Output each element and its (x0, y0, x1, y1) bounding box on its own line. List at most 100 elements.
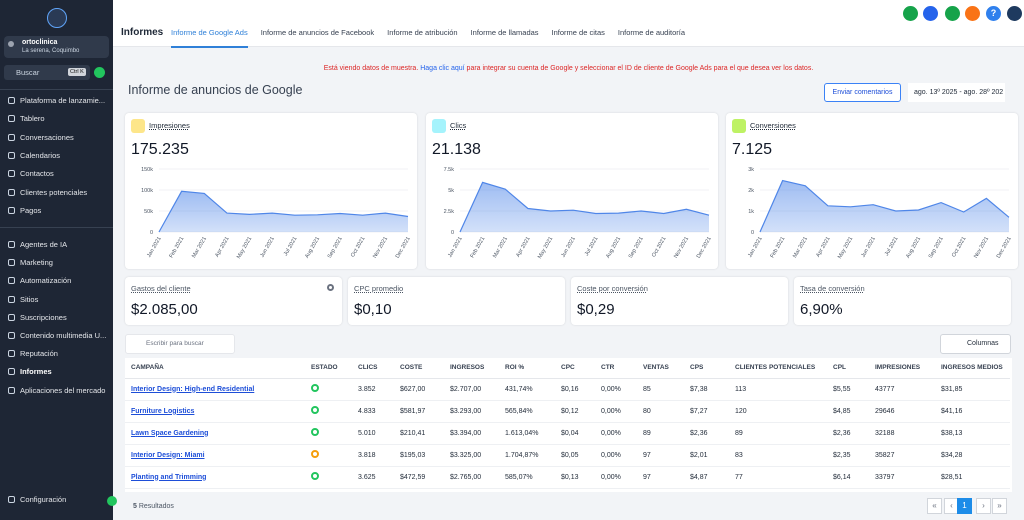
page-button[interactable]: » (992, 498, 1007, 514)
campaign-link[interactable]: Lawn Space Gardening (131, 429, 209, 437)
nav-icon (8, 241, 15, 248)
column-header[interactable]: CLIENTES POTENCIALES (729, 358, 827, 379)
column-header[interactable]: CLICS (352, 358, 394, 379)
stat-value: $2.085,00 (131, 301, 198, 318)
cell: 33797 (869, 466, 935, 489)
campaign-table: CAMPAÑA ESTADO CLICS COSTE INGRESOS ROI % CPC C… (125, 358, 1010, 489)
nav-item[interactable]: Agentes de IA (8, 240, 67, 249)
column-header[interactable]: INGRESOS MEDIOS (935, 358, 1010, 379)
x-tick-label: May 2021 (236, 236, 253, 260)
campaign-link[interactable]: Interior Design: Miami (131, 451, 205, 459)
x-tick-label: Apr 2021 (214, 236, 230, 258)
column-header[interactable]: ESTADO (305, 358, 352, 379)
nav-item[interactable]: Pagos (8, 206, 41, 215)
table-search[interactable]: Escribir para buscar (125, 334, 235, 354)
tab[interactable]: Informe de Google Ads (171, 28, 248, 48)
page-button[interactable]: › (976, 498, 991, 514)
date-range[interactable]: ago. 13º 2025 - ago. 28º 202 (908, 83, 1005, 102)
cell: $2.707,00 (444, 378, 499, 401)
status-dot (107, 496, 117, 506)
cell: 4.833 (352, 400, 394, 423)
column-header[interactable]: CPC (555, 358, 595, 379)
tab[interactable]: Informe de auditoría (617, 28, 686, 37)
column-header[interactable]: COSTE (394, 358, 444, 379)
chart-card: Impresiones 175.235 0 50k 100k 150k Jan 2021 Fe… (125, 113, 417, 269)
metric-total: 21.138 (432, 141, 481, 158)
nav-item[interactable]: Conversaciones (8, 133, 74, 142)
nav-item[interactable]: Aplicaciones del mercado (8, 386, 105, 395)
nav-item[interactable]: Automatización (8, 276, 71, 285)
column-header[interactable]: IMPRESIONES (869, 358, 935, 379)
help-icon[interactable]: ? (986, 6, 1001, 21)
tab[interactable]: Informe de llamadas (470, 28, 539, 37)
nav-icon (8, 259, 15, 267)
columns-button[interactable]: Columnas (940, 334, 1011, 354)
campaign-link[interactable]: Planting and Trimming (131, 473, 207, 481)
tab[interactable]: Informe de citas (551, 28, 605, 37)
nav-item[interactable]: Informes (8, 367, 52, 376)
x-tick-label: Sep 2021 (327, 236, 344, 259)
y-tick-label: 7.5k (444, 167, 455, 173)
tab[interactable]: Informe de atribución (387, 28, 458, 37)
x-tick-label: Oct 2021 (350, 236, 366, 258)
cell: 113 (729, 378, 827, 401)
column-header[interactable]: VENTAS (637, 358, 684, 379)
column-header[interactable]: INGRESOS (444, 358, 499, 379)
feedback-button[interactable]: Enviar comentarios (824, 83, 901, 102)
cell (305, 466, 352, 489)
column-header[interactable]: CPL (827, 358, 869, 379)
cell: Interior Design: High-end Residential (125, 378, 305, 401)
search-box[interactable]: Buscar Ctrl K (4, 65, 90, 80)
nav-item[interactable]: Plataforma de lanzamie... (8, 96, 105, 105)
nav-item[interactable]: Calendarios (8, 151, 60, 160)
campaign-link[interactable]: Furniture Logistics (131, 407, 195, 415)
stat-value: 6,90% (800, 301, 843, 318)
cell: $2,36 (684, 422, 729, 445)
quick-add[interactable] (94, 67, 105, 78)
cell: $4,85 (827, 400, 869, 423)
phone-icon[interactable] (903, 6, 918, 21)
nav-item[interactable]: Marketing (8, 258, 53, 267)
nav-icon (8, 170, 15, 178)
nav-item[interactable]: Contenido multimedia U... (8, 331, 106, 340)
y-tick-label: 2.5k (444, 209, 455, 215)
nav-icon (8, 386, 15, 394)
nav-item[interactable]: Tablero (8, 114, 45, 123)
tab[interactable]: Informe de anuncios de Facebook (260, 28, 375, 37)
nav-icon (8, 115, 15, 123)
cell: 0,00% (595, 444, 637, 467)
x-tick-label: Feb 2021 (470, 236, 487, 259)
column-header[interactable]: CTR (595, 358, 637, 379)
page-button[interactable]: 1 (957, 498, 972, 514)
notifications-icon[interactable] (965, 6, 980, 21)
account-switcher[interactable]: ortoclinica La serena, Coquimbo (4, 36, 109, 58)
sample-notice: Está viendo datos de muestra. Haga clic … (113, 65, 1024, 72)
nav-item[interactable]: Contactos (8, 169, 54, 178)
nav-item[interactable]: Clientes potenciales (8, 188, 87, 197)
cell: $4,87 (684, 466, 729, 489)
nav-item[interactable]: Sitios (8, 295, 38, 304)
cell: 3.818 (352, 444, 394, 467)
announce-icon[interactable] (945, 6, 960, 21)
campaign-link[interactable]: Interior Design: High-end Residential (131, 385, 255, 393)
settings-icon[interactable] (327, 284, 334, 291)
cell: $38,13 (935, 422, 1010, 445)
x-tick-label: Mar 2021 (191, 236, 208, 259)
cell: 80 (637, 400, 684, 423)
page-button[interactable]: « (927, 498, 942, 514)
settings-link[interactable]: Configuración (8, 495, 66, 504)
x-tick-label: Jul 2021 (884, 236, 900, 257)
cell: $472,59 (394, 466, 444, 489)
column-header[interactable]: CPS (684, 358, 729, 379)
nav-icon (8, 133, 15, 141)
launch-icon[interactable] (923, 6, 938, 21)
divider (0, 89, 113, 90)
nav-item[interactable]: Suscripciones (8, 313, 67, 322)
column-header[interactable]: ROI % (499, 358, 555, 379)
nav-label: Clientes potenciales (20, 187, 88, 197)
column-header[interactable]: CAMPAÑA (125, 358, 305, 379)
divider (0, 227, 113, 228)
notice-link[interactable]: Haga clic aquí (420, 65, 465, 72)
nav-item[interactable]: Reputación (8, 349, 58, 358)
profile-icon[interactable] (1007, 6, 1022, 21)
